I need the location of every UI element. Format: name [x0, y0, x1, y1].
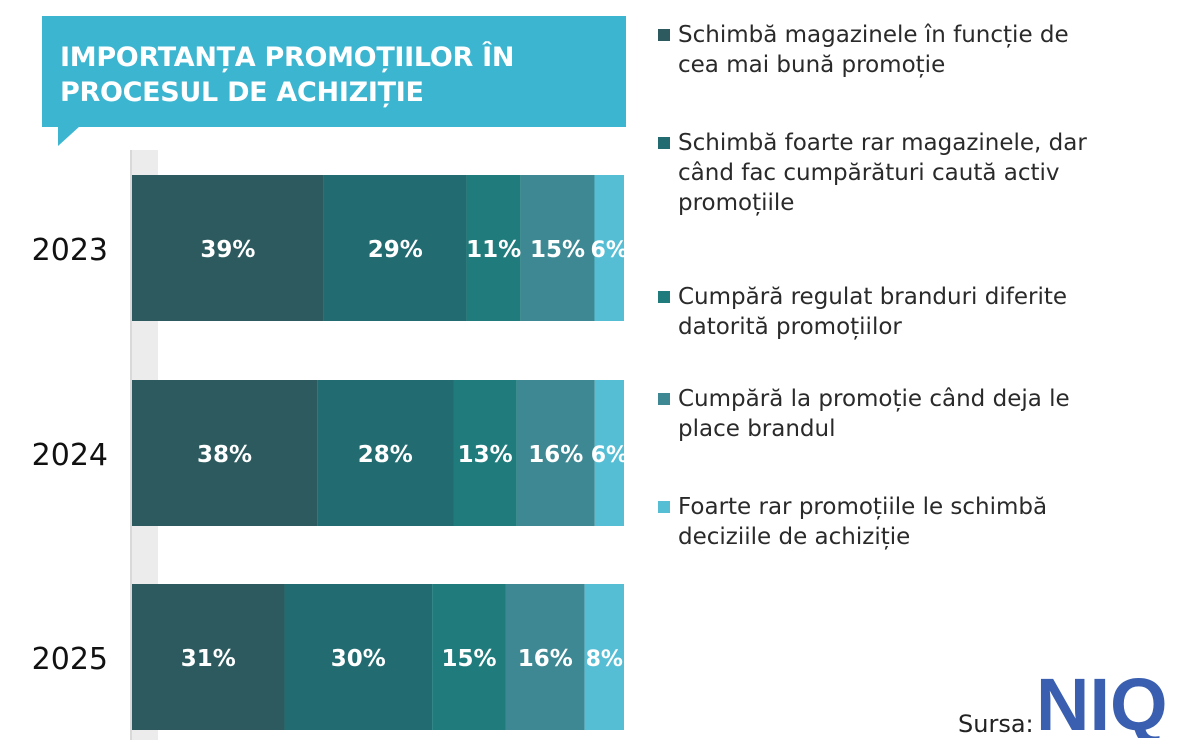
data-label-2024-2: 28%: [358, 442, 413, 468]
bar-segment-2025-1: [132, 584, 285, 730]
bar-segment-2025-2: [284, 584, 433, 730]
bar-segment-2024-2: [317, 380, 454, 526]
category-label-2025: 2025: [32, 642, 108, 677]
data-label-2024-3: 13%: [458, 442, 513, 468]
legend-swatch-5: [658, 501, 670, 513]
data-label-2025-3: 15%: [441, 646, 496, 672]
data-label-2025-1: 31%: [181, 646, 236, 672]
source-label: Sursa:: [958, 710, 1034, 738]
bar-segment-2025-3: [432, 584, 506, 730]
bar-segment-2023-5: [594, 175, 624, 321]
legend-swatch-3: [658, 291, 670, 303]
stacked-bar-chart: 2023 39% 29% 11% 15% 6%2024 38% 28% 13% 16% 6%2025…: [31, 150, 628, 740]
legend-label-3: Cumpără regulat branduri diferite datori…: [678, 284, 1068, 340]
data-label-2023-1: 39%: [200, 237, 255, 263]
niq-logo: NIQ: [1036, 668, 1168, 738]
legend-item-4: Cumpără la promoție când deja le place b…: [658, 384, 1088, 444]
legend-item-3: Cumpără regulat branduri diferite datori…: [658, 282, 1088, 342]
bar-segment-2023-3: [466, 175, 521, 321]
data-label-2023-3: 11%: [466, 237, 521, 263]
legend-item-2: Schimbă foarte rar magazinele, dar când …: [658, 128, 1088, 218]
bar-segment-2023-2: [323, 175, 467, 321]
chart-title-banner: IMPORTANȚA PROMOȚIILOR ÎN PROCESUL DE AC…: [42, 16, 626, 127]
bar-segment-2024-3: [453, 380, 517, 526]
data-label-2023-2: 29%: [368, 237, 423, 263]
bar-segment-2023-1: [132, 175, 324, 321]
legend-item-1: Schimbă magazinele în funcție de cea mai…: [658, 20, 1088, 80]
niq-logo-text: NIQ: [1036, 668, 1168, 738]
legend-swatch-2: [658, 137, 670, 149]
category-label-2023: 2023: [32, 233, 108, 268]
chart-title: IMPORTANȚA PROMOȚIILOR ÎN PROCESUL DE AC…: [60, 42, 515, 108]
title-banner-tail: [58, 126, 80, 146]
data-label-2024-5: 6%: [591, 443, 628, 468]
bar-segment-2025-5: [584, 584, 624, 730]
bar-segment-2024-5: [594, 380, 624, 526]
legend-label-2: Schimbă foarte rar magazinele, dar când …: [678, 130, 1087, 216]
data-label-2023-4: 15%: [530, 237, 585, 263]
legend-label-1: Schimbă magazinele în funcție de cea mai…: [678, 22, 1069, 78]
legend-item-5: Foarte rar promoțiile le schimbă decizii…: [658, 492, 1088, 552]
legend-label-4: Cumpără la promoție când deja le place b…: [678, 386, 1070, 442]
data-label-2025-5: 8%: [586, 647, 623, 672]
data-label-2024-1: 38%: [197, 442, 252, 468]
bar-segment-2024-1: [132, 380, 318, 526]
bar-segment-2024-4: [516, 380, 595, 526]
bar-segment-2023-4: [520, 175, 595, 321]
data-label-2023-5: 6%: [591, 238, 628, 263]
data-label-2025-2: 30%: [331, 646, 386, 672]
axis-line: [130, 150, 132, 740]
category-label-2024: 2024: [32, 438, 108, 473]
legend-swatch-4: [658, 393, 670, 405]
legend-swatch-1: [658, 29, 670, 41]
legend-label-5: Foarte rar promoțiile le schimbă decizii…: [678, 494, 1048, 550]
data-label-2024-4: 16%: [528, 442, 583, 468]
bar-segment-2025-4: [505, 584, 585, 730]
data-label-2025-4: 16%: [518, 646, 573, 672]
